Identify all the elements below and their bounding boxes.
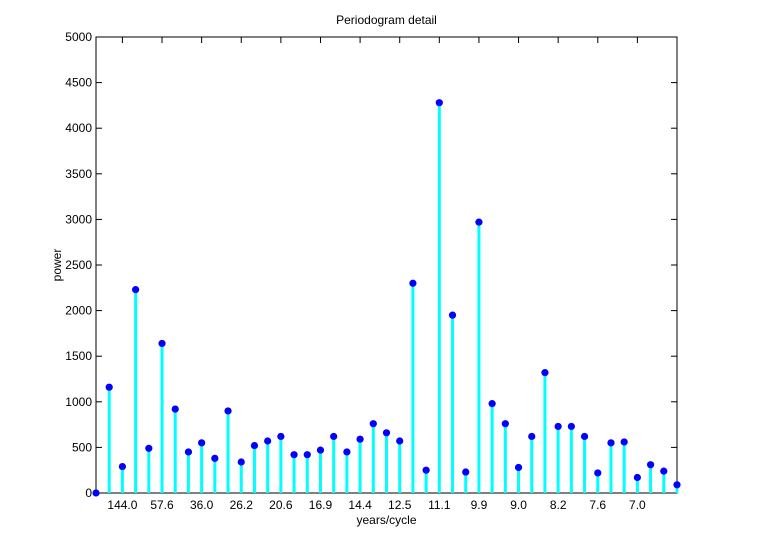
x-tick-label: 20.6 xyxy=(269,498,293,512)
stem-marker xyxy=(145,444,153,452)
stem-marker xyxy=(673,481,681,489)
stem-marker xyxy=(633,473,641,482)
stem-marker xyxy=(303,451,311,459)
stem-marker xyxy=(528,432,536,441)
stem-marker xyxy=(92,489,100,497)
y-tick-label: 0 xyxy=(85,486,92,500)
stem-marker xyxy=(396,437,404,445)
stem-marker xyxy=(224,407,232,415)
x-tick-label: 57.6 xyxy=(150,498,174,512)
y-tick-label: 4500 xyxy=(65,76,92,90)
y-tick-label: 500 xyxy=(72,440,92,454)
stem-series xyxy=(92,99,681,497)
stem-marker xyxy=(171,405,179,413)
axis-ticks: 0 500 1000 1500 2000 2500 3000 3500 4000 4500 5000… xyxy=(65,30,677,512)
y-tick-label: 5000 xyxy=(65,30,92,44)
stem-marker xyxy=(501,420,509,428)
stem-marker xyxy=(369,420,377,428)
x-axis-label: years/cycle xyxy=(356,513,417,527)
x-tick-label: 7.6 xyxy=(589,498,606,512)
stem-marker xyxy=(607,439,615,447)
stem-marker xyxy=(448,311,457,319)
stem-marker xyxy=(250,441,259,450)
y-tick-label: 2000 xyxy=(65,304,92,318)
x-tick-label: 12.5 xyxy=(388,498,412,512)
stem-marker xyxy=(475,218,483,226)
x-tick-label: 7.0 xyxy=(629,498,646,512)
stem-marker xyxy=(330,432,338,441)
chart-title: Periodogram detail xyxy=(336,13,437,27)
stem-marker xyxy=(158,339,166,348)
y-tick-label: 4000 xyxy=(65,121,92,135)
stem-marker xyxy=(184,448,193,456)
y-tick-label: 2500 xyxy=(65,258,92,272)
stem-marker xyxy=(660,467,668,475)
stem-marker xyxy=(462,468,470,476)
y-tick-label: 1500 xyxy=(65,349,92,363)
stem-marker xyxy=(198,439,206,447)
stem-marker xyxy=(580,432,589,441)
stem-marker xyxy=(316,446,325,454)
stem-marker xyxy=(211,454,219,462)
stem-marker xyxy=(488,400,496,408)
stem-marker xyxy=(237,458,245,466)
x-tick-label: 9.9 xyxy=(471,498,488,512)
x-tick-label: 8.2 xyxy=(550,498,567,512)
x-tick-label: 16.9 xyxy=(309,498,333,512)
stem-marker xyxy=(290,451,298,459)
stem-marker xyxy=(118,462,127,471)
x-tick-label: 26.2 xyxy=(230,498,254,512)
stem-marker xyxy=(594,469,602,477)
y-tick-label: 3500 xyxy=(65,167,92,181)
stem-marker xyxy=(105,383,113,391)
x-tick-label: 14.4 xyxy=(348,498,372,512)
axes-frame xyxy=(95,36,678,494)
stem-marker xyxy=(567,422,575,431)
stem-marker xyxy=(435,99,443,107)
stem-marker xyxy=(422,466,430,474)
y-tick-label: 1000 xyxy=(65,395,92,409)
stem-marker xyxy=(541,369,549,377)
stem-marker xyxy=(264,437,272,445)
stem-marker xyxy=(646,461,655,469)
stem-marker xyxy=(343,448,351,456)
x-tick-label: 36.0 xyxy=(190,498,214,512)
stem-marker xyxy=(514,463,523,472)
x-tick-label: 144.0 xyxy=(107,498,137,512)
stem-marker xyxy=(382,429,391,437)
stem-marker xyxy=(409,279,417,287)
stem-marker xyxy=(277,432,285,441)
x-tick-label: 9.0 xyxy=(510,498,527,512)
y-tick-label: 3000 xyxy=(65,212,92,226)
stem-marker xyxy=(554,422,562,431)
stem-marker xyxy=(620,438,628,446)
stem-marker xyxy=(356,435,364,443)
x-tick-label: 11.1 xyxy=(428,498,451,512)
stem-marker xyxy=(132,286,140,294)
